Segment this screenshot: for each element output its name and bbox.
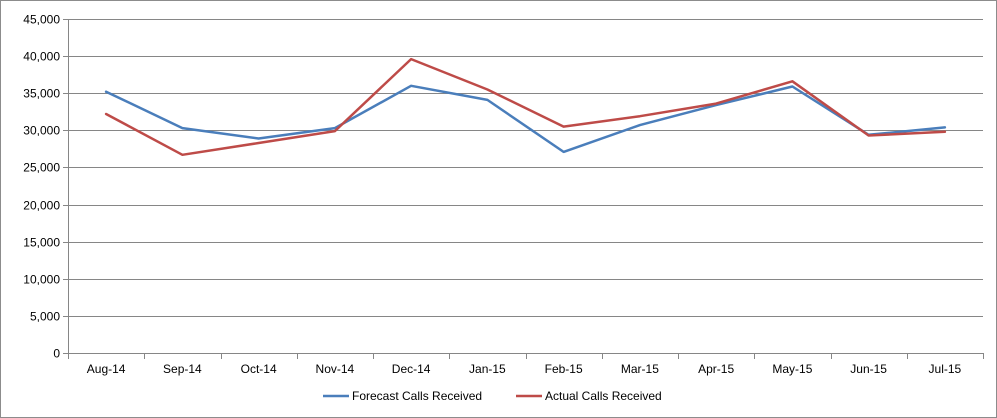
x-axis-ticks: Aug-14 Sep-14 Oct-14 Nov-14 Dec-14 Jan-15 Feb-… — [68, 353, 984, 376]
x-tick-label: Apr-15 — [698, 362, 734, 376]
y-axis-ticks: 0 5,000 10,000 15,000 20,000 25,000 30,000 35,0… — [23, 13, 68, 361]
series-line-forecast — [104, 84, 947, 154]
x-tick-label: Jul-15 — [929, 362, 962, 376]
axes — [68, 19, 983, 354]
y-tick-label: 40,000 — [23, 50, 60, 64]
x-tick-label: Jun-15 — [850, 362, 887, 376]
y-tick-label: 20,000 — [23, 199, 60, 213]
legend-label: Forecast Calls Received — [352, 389, 482, 403]
series-line-actual — [104, 57, 947, 157]
x-tick-label: Mar-15 — [621, 362, 659, 376]
x-tick-label: Nov-14 — [316, 362, 355, 376]
x-tick-label: Jan-15 — [469, 362, 506, 376]
x-tick-label: Feb-15 — [545, 362, 583, 376]
legend-label: Actual Calls Received — [545, 389, 662, 403]
y-tick-label: 10,000 — [23, 273, 60, 287]
y-tick-label: 30,000 — [23, 124, 60, 138]
legend: Forecast Calls Received Actual Calls Rece… — [323, 389, 662, 403]
series-lines — [104, 57, 947, 157]
y-tick-label: 35,000 — [23, 87, 60, 101]
gridlines — [68, 19, 983, 317]
y-tick-label: 25,000 — [23, 161, 60, 175]
x-tick-label: Aug-14 — [87, 362, 126, 376]
y-tick-label: 5,000 — [30, 310, 60, 324]
y-tick-label: 15,000 — [23, 236, 60, 250]
x-tick-label: Oct-14 — [241, 362, 277, 376]
y-tick-label: 45,000 — [23, 13, 60, 27]
x-tick-label: Sep-14 — [163, 362, 202, 376]
x-tick-label: Dec-14 — [392, 362, 431, 376]
y-tick-label: 0 — [53, 347, 60, 361]
x-tick-label: May-15 — [772, 362, 812, 376]
